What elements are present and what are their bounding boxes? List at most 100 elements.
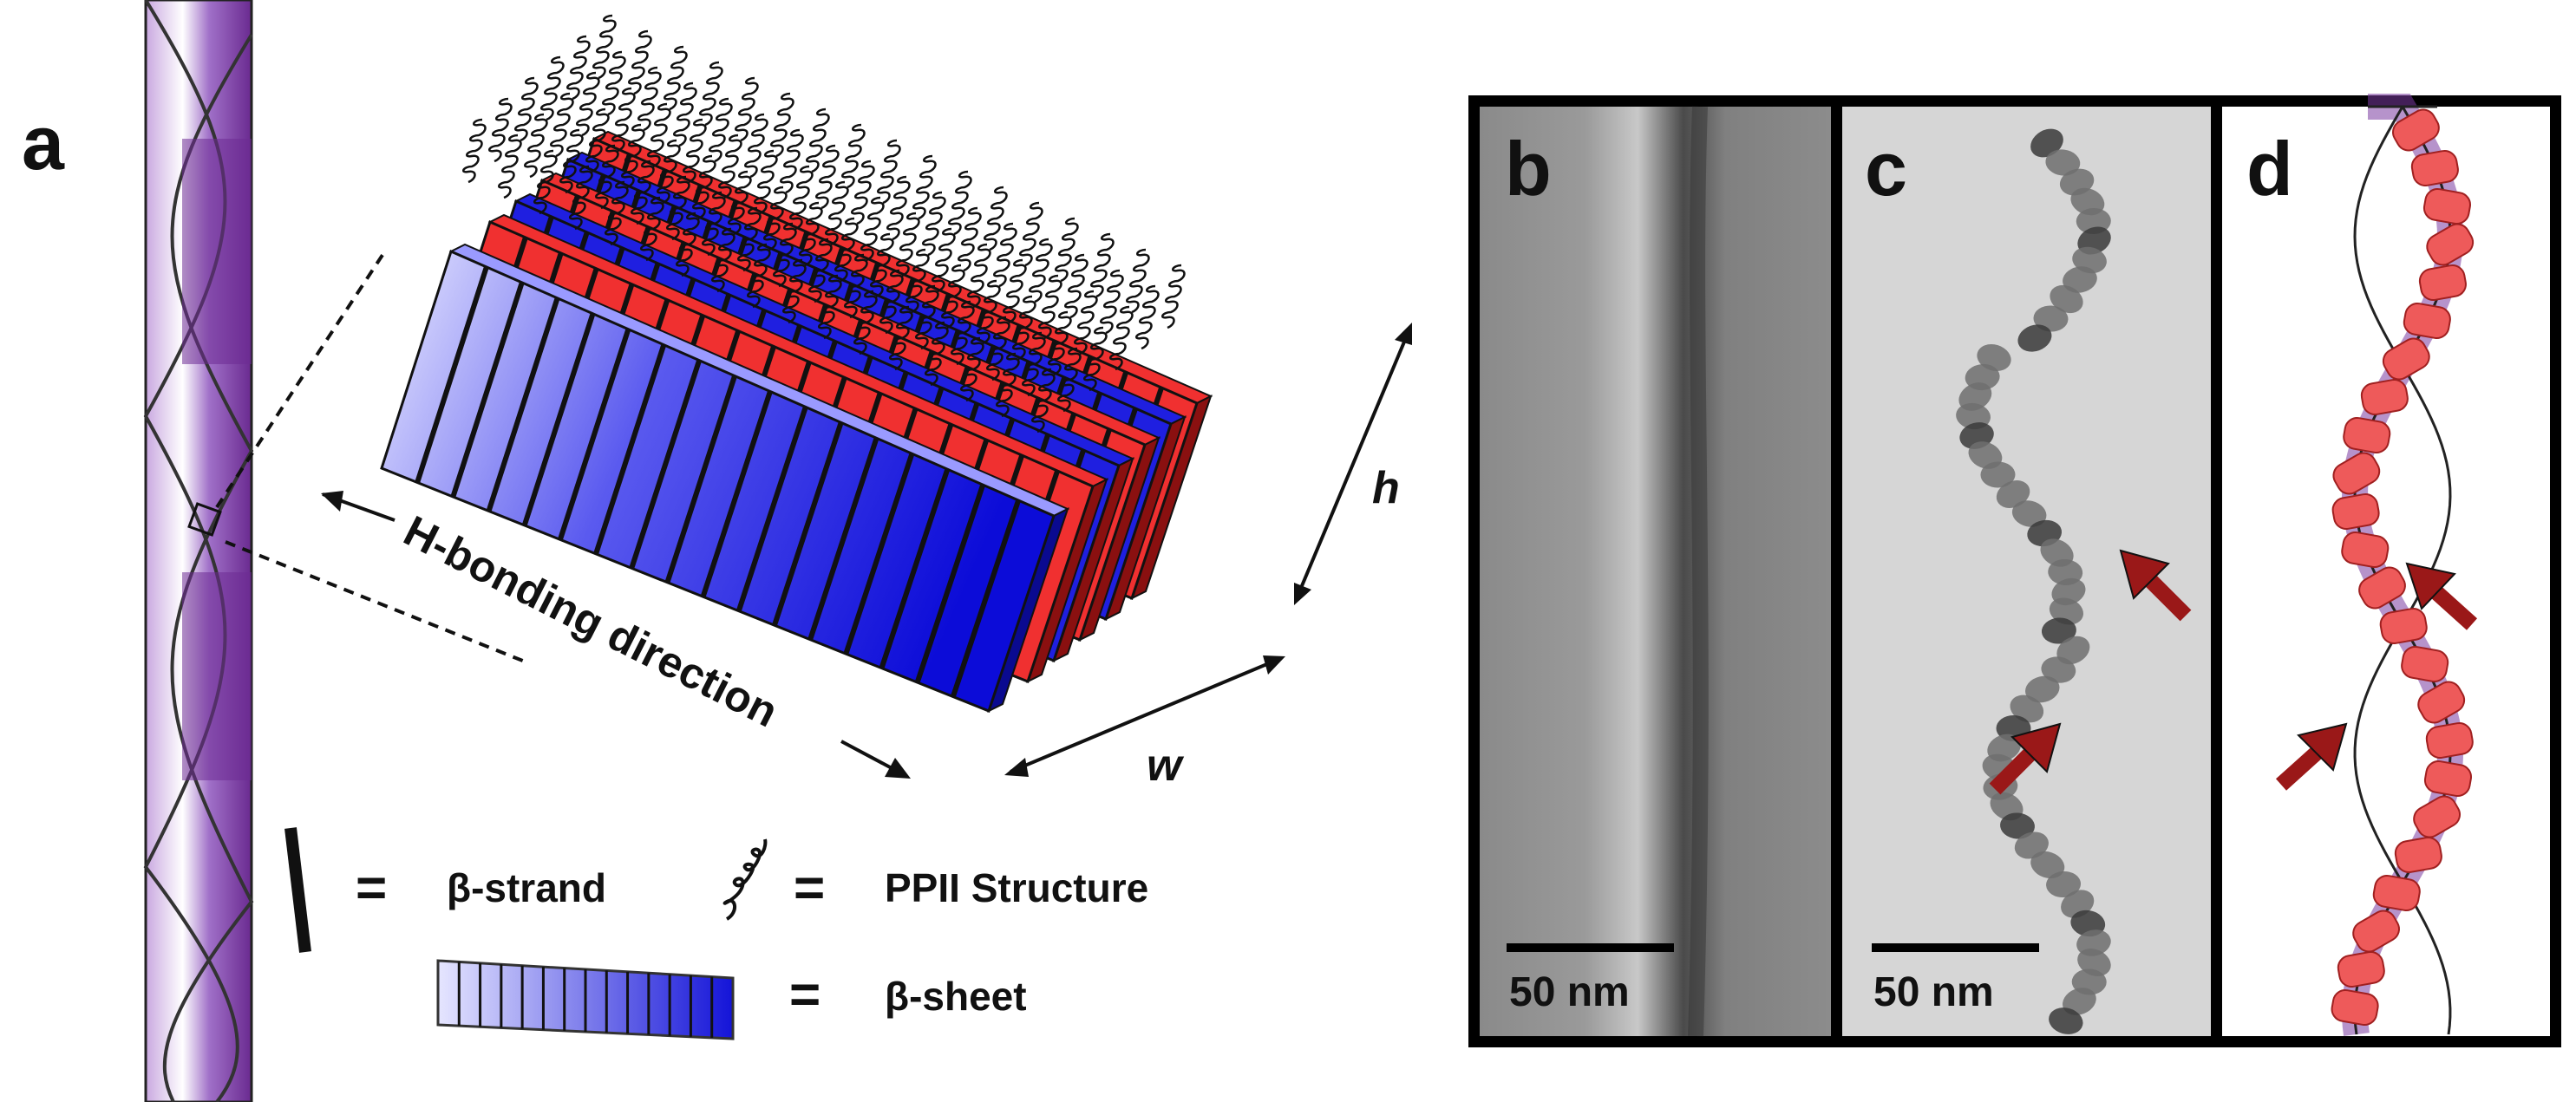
- ppii-coil: [1099, 269, 1124, 335]
- width-arrowhead-left: [1004, 758, 1029, 777]
- helix-particle: [2425, 721, 2474, 760]
- helix-particle: [2401, 645, 2449, 683]
- ppii-coil: [807, 238, 833, 303]
- ppii-coil: [611, 87, 636, 153]
- panel-d-helix: [2331, 94, 2475, 1036]
- panel-b-scale-label: 50 nm: [1509, 969, 1630, 1015]
- nanoparticle: [2025, 675, 2060, 703]
- nanoparticle: [2063, 266, 2097, 293]
- ppii-coil: [769, 92, 794, 158]
- width-label: w: [1147, 740, 1185, 791]
- ppii-coil: [753, 149, 778, 215]
- nanoparticle: [1996, 480, 2030, 508]
- height-dimension: h: [1294, 323, 1412, 605]
- nanoparticle: [2046, 871, 2082, 898]
- ppii-coil: [772, 222, 797, 288]
- panel-d-arrowhead-lower: [2297, 722, 2348, 772]
- ppii-coil: [888, 305, 913, 371]
- ppii-coil: [646, 102, 671, 168]
- ppii-coil: [1028, 238, 1053, 303]
- ppii-coil: [940, 264, 965, 329]
- h-bonding-arrowhead-right: [885, 758, 911, 779]
- helix-particle: [2331, 988, 2379, 1027]
- helix-particle: [2422, 187, 2471, 225]
- legend: = β-strand = PPII Structure = β-sheet: [284, 827, 1148, 1040]
- helix-particle: [2352, 910, 2400, 953]
- panel-d-arrowhead-upper: [2405, 562, 2456, 610]
- fibril-dark-band-2: [182, 572, 252, 780]
- ppii-coil: [781, 258, 807, 324]
- helix-particle: [2394, 836, 2442, 874]
- nanoparticle: [2050, 284, 2083, 314]
- ppii-coil: [698, 61, 723, 127]
- ppii-coils: [461, 14, 1186, 434]
- ppii-coil: [983, 186, 1008, 251]
- ppii-coil: [853, 290, 878, 355]
- ppii-coil: [727, 170, 752, 236]
- beta-strand-line: [664, 375, 737, 584]
- height-arrowhead-bottom: [1294, 583, 1311, 605]
- ppii-coil: [513, 76, 539, 142]
- beta-strand-line: [879, 468, 951, 669]
- panel-b-fibril-edge: [1688, 106, 1709, 1037]
- ppii-coil: [876, 139, 901, 205]
- panel-d-letter: d: [2246, 126, 2293, 212]
- ppii-coil: [840, 123, 866, 189]
- legend-ppii-label: PPII Structure: [885, 865, 1148, 910]
- h-bonding-arrowhead-left: [321, 491, 343, 512]
- beta-strand-line: [593, 343, 667, 555]
- ppii-coil: [691, 154, 716, 220]
- ppii-coil: [914, 284, 939, 350]
- ppii-coil: [924, 321, 949, 387]
- ppii-coil: [630, 160, 655, 225]
- nanoparticle: [2049, 1007, 2083, 1034]
- beta-strand-line: [486, 297, 560, 512]
- ppii-coil: [601, 50, 626, 116]
- helix-particle: [2417, 681, 2466, 724]
- helix-particle: [2358, 566, 2406, 610]
- ppii-coil: [1161, 264, 1186, 329]
- ppii-coil: [487, 97, 513, 163]
- ppii-coil: [701, 191, 726, 257]
- panel-c-arrowhead-lower: [2010, 722, 2062, 773]
- ppii-coil: [717, 134, 742, 199]
- panel-d: d: [2222, 94, 2550, 1036]
- legend-ppii-symbol: [722, 838, 768, 921]
- helix-particle: [2413, 795, 2461, 838]
- ppii-coil: [779, 128, 804, 194]
- ppii-coil: [966, 243, 991, 309]
- panel-a-letter: a: [22, 100, 65, 186]
- helix-particle: [2332, 452, 2381, 495]
- ppii-coil: [905, 248, 930, 314]
- ppii-coil: [959, 336, 984, 402]
- helix-particle: [2403, 302, 2451, 340]
- ppii-coil: [1125, 248, 1150, 314]
- ppii-coil: [627, 29, 652, 95]
- ppii-coil: [1018, 201, 1043, 267]
- beta-strand-line: [950, 499, 1021, 698]
- nanoparticle: [2011, 500, 2047, 527]
- ppii-coil: [1037, 274, 1062, 340]
- beta-strand-line: [521, 312, 596, 526]
- beta-strand-line: [558, 328, 631, 541]
- ppii-coil: [675, 212, 700, 277]
- width-arrow-line: [1010, 657, 1280, 773]
- nanoparticle: [2056, 636, 2090, 665]
- twisted-fibril: [143, 0, 254, 1102]
- ppii-coil: [985, 316, 1010, 381]
- ppii-coil: [682, 118, 707, 184]
- helix-particle: [2392, 108, 2440, 152]
- ppii-coil: [523, 113, 548, 179]
- helix-particle: [2379, 607, 2428, 645]
- ppii-coil: [746, 243, 771, 309]
- ppii-coil: [461, 118, 487, 184]
- nanoparticle: [2045, 149, 2081, 176]
- ppii-coil: [1134, 284, 1160, 350]
- ppii-coil: [860, 196, 885, 262]
- ppii-coil: [1108, 305, 1134, 371]
- ppii-coil: [1082, 326, 1108, 392]
- height-arrow-line: [1295, 329, 1411, 599]
- ppii-coil: [663, 45, 688, 111]
- helix-particle: [2331, 492, 2380, 531]
- ppii-coil: [575, 71, 600, 137]
